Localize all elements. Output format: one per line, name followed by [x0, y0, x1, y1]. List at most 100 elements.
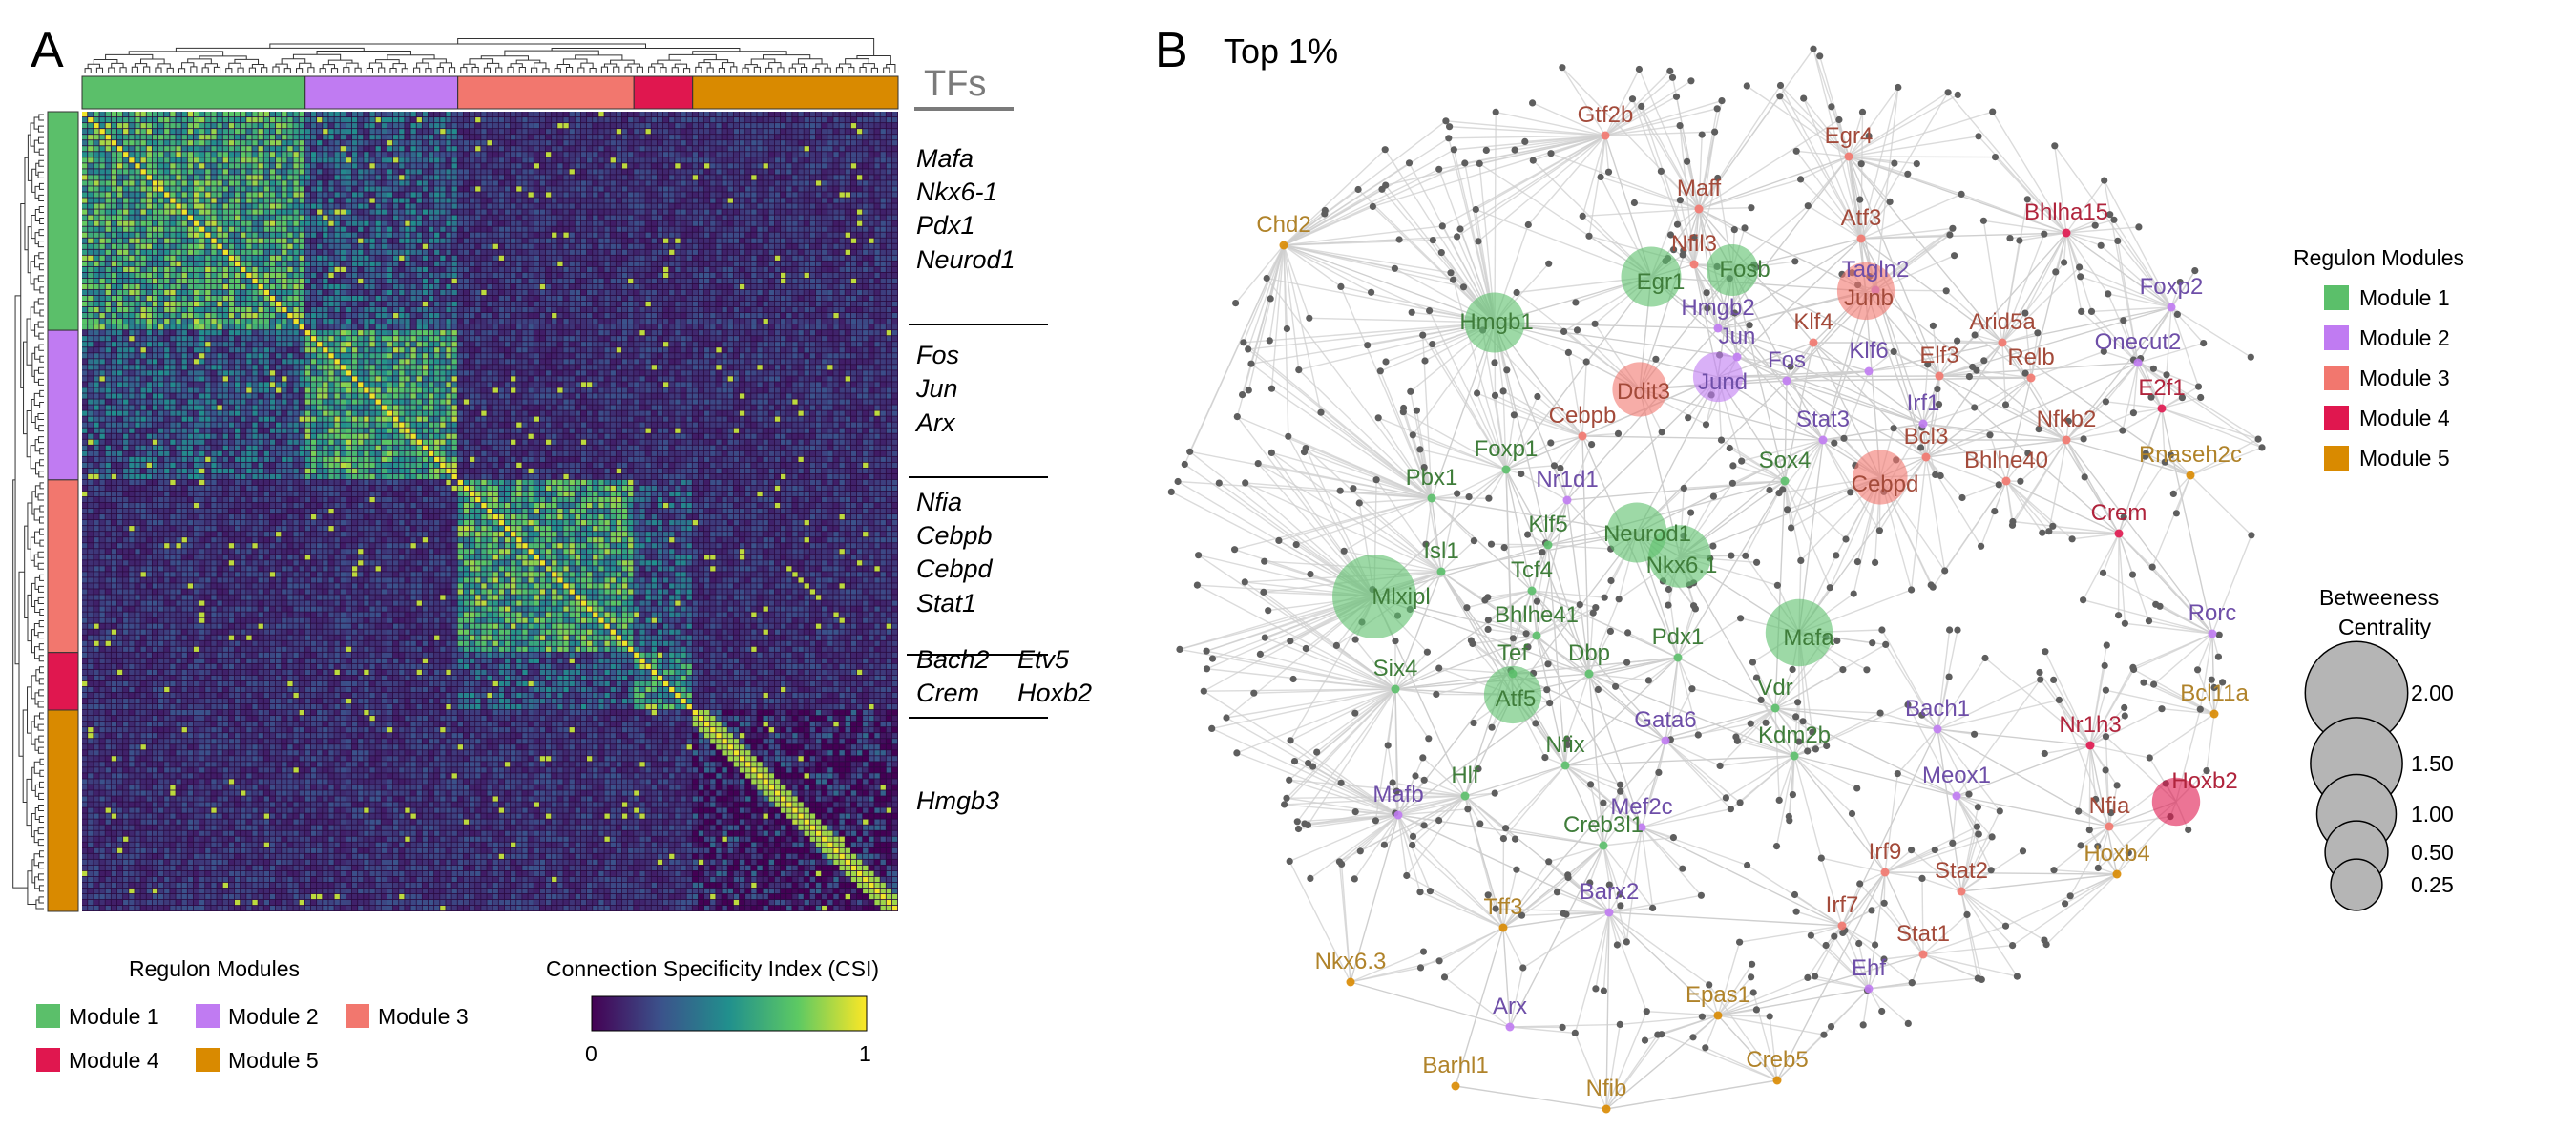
heatmap-cell [593, 209, 597, 214]
heatmap-cell [423, 262, 428, 266]
heatmap-cell [576, 302, 580, 306]
heatmap-cell [764, 186, 768, 191]
heatmap-cell [534, 313, 539, 318]
heatmap-cell [452, 129, 457, 134]
heatmap-cell [246, 302, 251, 306]
heatmap-cell [587, 239, 592, 243]
heatmap-cell [516, 135, 521, 139]
heatmap-cell [158, 239, 163, 243]
heatmap-cell [576, 175, 580, 179]
heatmap-cell [123, 146, 128, 151]
heatmap-cell [429, 123, 433, 128]
heatmap-cell [147, 117, 152, 122]
heatmap-cell [505, 186, 510, 191]
heatmap-cell [364, 239, 368, 243]
heatmap-cell [211, 256, 216, 261]
heatmap-cell [792, 302, 797, 306]
heatmap-cell [798, 233, 803, 238]
heatmap-cell [241, 233, 245, 238]
heatmap-cell [563, 262, 568, 266]
heatmap-cell [557, 250, 562, 255]
heatmap-cell [382, 129, 387, 134]
heatmap-cell [369, 180, 374, 185]
heatmap-cell [317, 244, 322, 249]
heatmap-cell [570, 250, 575, 255]
heatmap-cell [229, 267, 234, 272]
heatmap-cell [505, 239, 510, 243]
heatmap-cell [528, 227, 533, 232]
heatmap-cell [217, 203, 221, 208]
heatmap-cell [182, 296, 187, 301]
heatmap-cell [581, 279, 586, 283]
heatmap-cell [722, 250, 726, 255]
heatmap-cell [581, 203, 586, 208]
heatmap-cell [663, 186, 668, 191]
heatmap-cell [722, 192, 726, 197]
heatmap-cell [505, 198, 510, 202]
heatmap-cell [576, 233, 580, 238]
heatmap-cell [652, 284, 657, 289]
heatmap-cell [792, 233, 797, 238]
heatmap-cell [470, 256, 474, 261]
heatmap-cell [82, 307, 87, 312]
heatmap-cell [587, 186, 592, 191]
heatmap-cell [259, 284, 263, 289]
heatmap-cell [376, 203, 381, 208]
heatmap-cell [417, 157, 422, 162]
heatmap-cell [123, 267, 128, 272]
heatmap-cell [82, 233, 87, 238]
heatmap-cell [176, 262, 180, 266]
heatmap-cell [229, 273, 234, 278]
heatmap-cell [751, 117, 756, 122]
heatmap-cell [734, 123, 739, 128]
heatmap-cell [757, 112, 762, 116]
heatmap-cell [410, 186, 415, 191]
heatmap-cell [369, 140, 374, 145]
heatmap-cell [440, 209, 445, 214]
heatmap-cell [335, 112, 340, 116]
heatmap-cell [827, 198, 832, 202]
heatmap-cell [769, 284, 774, 289]
heatmap-cell [499, 250, 504, 255]
heatmap-cell [652, 157, 657, 162]
heatmap-cell [751, 180, 756, 185]
heatmap-cell [699, 175, 703, 179]
heatmap-cell [805, 216, 809, 220]
heatmap-cell [229, 123, 234, 128]
heatmap-cell [652, 169, 657, 174]
heatmap-cell [839, 209, 844, 214]
heatmap-cell [622, 279, 627, 283]
heatmap-cell [764, 129, 768, 134]
heatmap-cell [587, 262, 592, 266]
heatmap-cell [798, 262, 803, 266]
heatmap-cell [740, 233, 744, 238]
heatmap-cell [475, 233, 480, 238]
heatmap-cell [775, 273, 780, 278]
heatmap-cell [205, 302, 210, 306]
heatmap-cell [382, 273, 387, 278]
heatmap-cell [259, 209, 263, 214]
heatmap-cell [587, 152, 592, 157]
heatmap-cell [681, 307, 685, 312]
heatmap-cell [458, 284, 463, 289]
heatmap-cell [576, 123, 580, 128]
heatmap-cell [282, 152, 286, 157]
heatmap-cell [270, 135, 275, 139]
heatmap-cell [622, 216, 627, 220]
heatmap-cell [516, 163, 521, 168]
heatmap-cell [576, 186, 580, 191]
heatmap-cell [376, 175, 381, 179]
heatmap-cell [775, 239, 780, 243]
heatmap-cell [176, 186, 180, 191]
heatmap-cell [487, 169, 492, 174]
heatmap-cell [399, 279, 404, 283]
heatmap-cell [552, 123, 556, 128]
heatmap-cell [106, 244, 111, 249]
heatmap-cell [153, 313, 157, 318]
heatmap-cell [393, 256, 398, 261]
heatmap-cell [300, 192, 304, 197]
heatmap-cell [687, 146, 692, 151]
heatmap-cell [764, 146, 768, 151]
heatmap-cell [417, 227, 422, 232]
heatmap-cell [576, 290, 580, 295]
